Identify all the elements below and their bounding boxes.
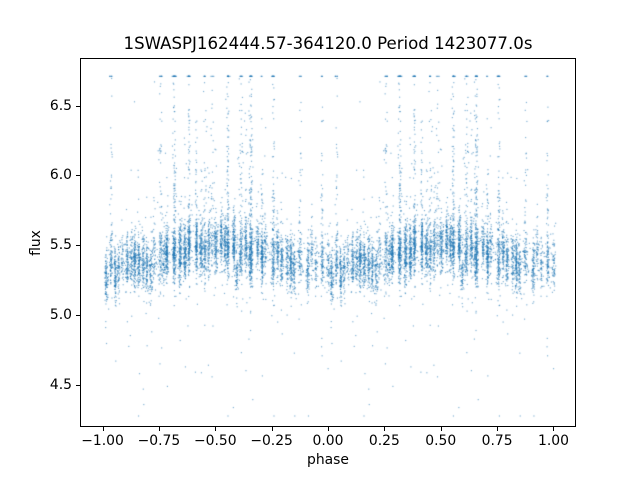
x-tick-label: 0.25	[368, 433, 400, 449]
plot-area	[80, 58, 577, 428]
y-axis-label: flux	[28, 230, 44, 256]
x-axis-label: phase	[307, 452, 349, 468]
y-tick-label: 6.0	[49, 167, 72, 184]
y-tick-label: 4.5	[49, 377, 72, 394]
scatter-canvas	[81, 59, 577, 428]
x-tick-label: −0.50	[193, 433, 237, 449]
x-tick-label: 0.00	[312, 433, 344, 449]
x-tick-label: 1.00	[537, 433, 569, 449]
x-tick-label: −1.00	[81, 433, 124, 449]
y-tick-label: 6.5	[49, 97, 72, 114]
chart-title: 1SWASPJ162444.57-364120.0 Period 1423077…	[123, 34, 533, 53]
x-tick-label: −0.75	[137, 433, 181, 449]
y-tick-label: 5.0	[49, 307, 72, 324]
x-tick-label: 0.75	[481, 433, 513, 449]
x-tick-label: 0.50	[425, 433, 457, 449]
x-tick-label: −0.25	[250, 433, 293, 449]
